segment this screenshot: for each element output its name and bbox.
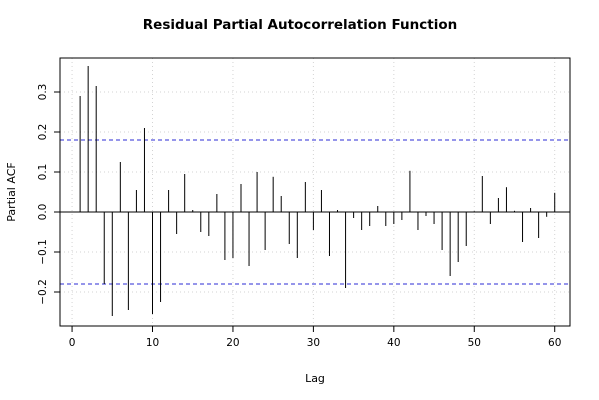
x-tick-label: 30	[307, 337, 320, 349]
y-tick-label: 0.3	[37, 84, 49, 101]
bars	[79, 66, 556, 316]
x-tick-label: 20	[226, 337, 239, 349]
y-axis: −0.2 −0.1 0.0 0.1 0.2 0.3	[37, 84, 60, 305]
x-tick-label: 50	[468, 337, 481, 349]
x-tick-label: 60	[548, 337, 561, 349]
x-axis: 0 10 20 30 40 50 60	[69, 326, 561, 349]
y-tick-label: 0.2	[37, 124, 49, 141]
plot-area	[59, 57, 571, 327]
y-tick-label: −0.1	[37, 239, 49, 265]
y-tick-label: −0.2	[37, 279, 49, 305]
confidence-band	[60, 139, 570, 285]
y-tick-label: 0.0	[37, 204, 49, 221]
y-tick-label: 0.1	[37, 164, 49, 181]
chart-title: Residual Partial Autocorrelation Functio…	[143, 17, 457, 33]
x-tick-label: 40	[387, 337, 400, 349]
x-axis-label: Lag	[305, 372, 325, 385]
x-tick-label: 0	[69, 337, 76, 349]
y-axis-label: Partial ACF	[5, 162, 18, 221]
x-tick-label: 10	[146, 337, 159, 349]
